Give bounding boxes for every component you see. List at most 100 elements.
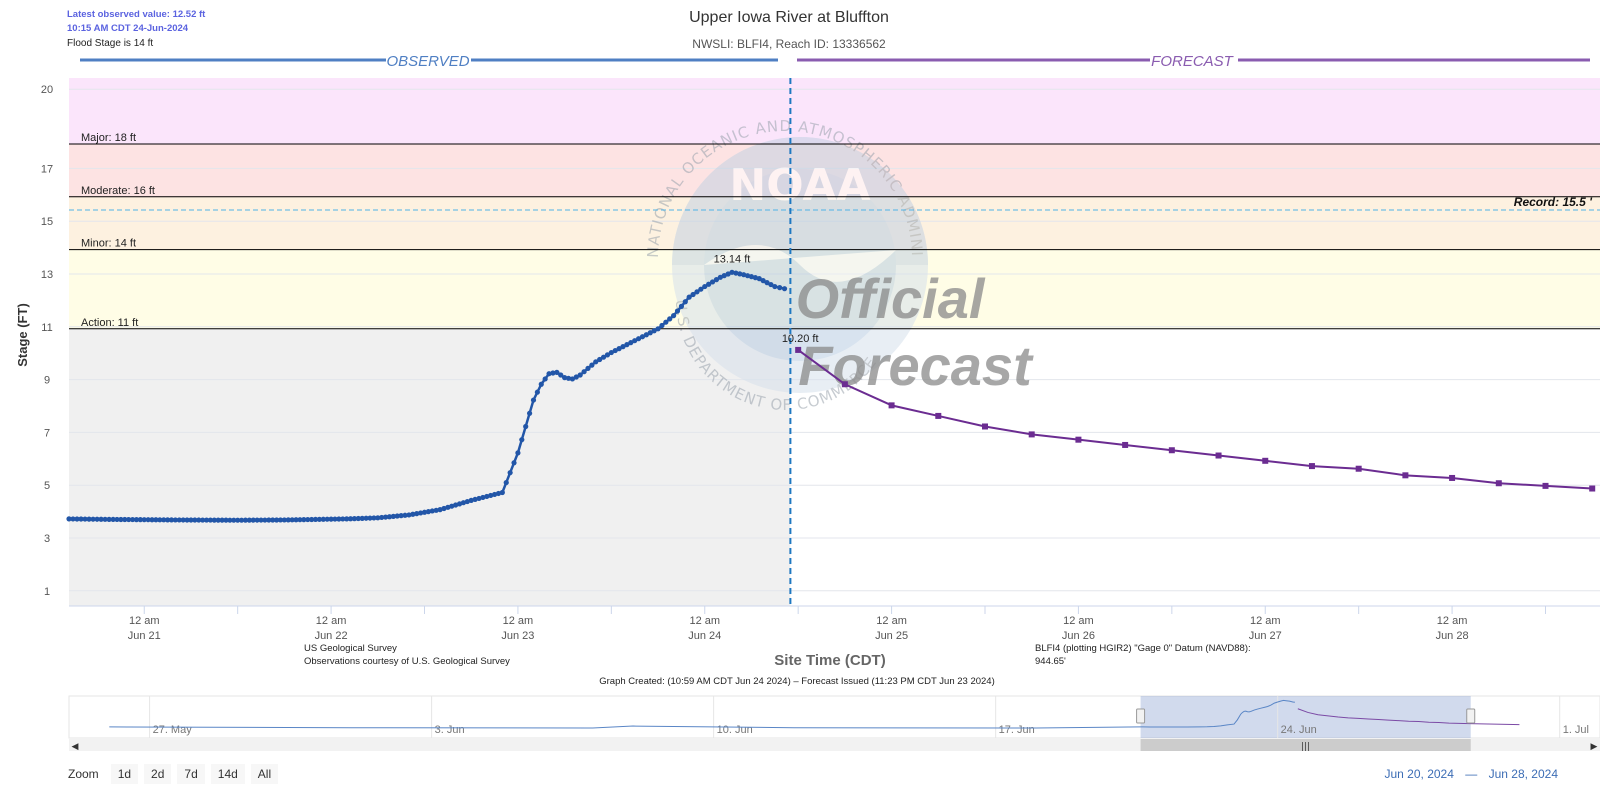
observed-point — [379, 514, 385, 521]
observed-point — [320, 516, 326, 522]
observed-point — [472, 496, 478, 503]
observed-point — [149, 517, 155, 523]
navigator-handle[interactable] — [1466, 708, 1476, 724]
chart-subtitle: NWSLI: BLFI4, Reach ID: 13336562 — [692, 37, 886, 51]
threshold-label: Action: 11 ft — [81, 317, 138, 329]
observed-point — [768, 281, 774, 288]
observed-point — [488, 492, 494, 499]
navigator-handle[interactable] — [1136, 708, 1146, 724]
observed-point — [94, 516, 100, 522]
observed-point — [90, 516, 96, 522]
observed-point — [569, 376, 576, 382]
zoom-1d-button[interactable]: 1d — [110, 764, 139, 784]
range-to[interactable]: Jun 28, 2024 — [1488, 767, 1558, 781]
observed-point — [781, 286, 788, 292]
observed-point — [597, 356, 603, 363]
observed-point — [674, 308, 681, 314]
observed-point — [756, 276, 762, 282]
observed-point — [122, 516, 128, 523]
observed-point — [725, 271, 731, 277]
scrollbar-thumb[interactable] — [1140, 739, 1471, 751]
observed-point — [172, 517, 178, 523]
observed-point — [534, 389, 540, 395]
observed-point — [137, 517, 143, 523]
observed-point — [530, 397, 537, 403]
observed-point — [367, 515, 373, 521]
forecast-point — [1449, 474, 1456, 481]
y-tick-label: 13 — [41, 269, 53, 281]
observed-point — [519, 437, 525, 443]
observed-point — [390, 513, 396, 519]
observed-point — [153, 517, 159, 523]
scroll-right-arrow-icon[interactable]: ▶ — [1591, 742, 1598, 752]
zoom-all-button[interactable]: All — [250, 764, 279, 784]
observed-point — [647, 330, 653, 336]
x-tick-label: Jun 23 — [501, 630, 534, 642]
observed-point — [748, 274, 755, 280]
observed-point — [737, 271, 743, 277]
observed-point — [507, 470, 513, 476]
observed-point — [157, 517, 163, 523]
observed-point — [336, 516, 342, 522]
zoom-14d-button[interactable]: 14d — [210, 764, 245, 784]
observed-point — [246, 517, 252, 523]
zoom-2d-button[interactable]: 2d — [144, 764, 172, 784]
observed-point — [709, 279, 716, 285]
x-tick-label: 12 am — [316, 615, 347, 627]
observed-point — [196, 517, 202, 523]
x-tick-label: Jun 26 — [1062, 630, 1095, 642]
observed-point — [344, 516, 350, 522]
observed-point — [231, 517, 237, 523]
range-separator: — — [1465, 767, 1478, 781]
navigator-background — [68, 695, 1600, 739]
range-from[interactable]: Jun 20, 2024 — [1384, 767, 1454, 781]
x-tick-label: 12 am — [129, 615, 160, 627]
observed-point — [593, 359, 599, 365]
y-tick-label: 17 — [41, 163, 53, 175]
x-tick-label: Jun 27 — [1249, 630, 1282, 642]
observed-point — [499, 489, 505, 496]
x-tick-label: Jun 22 — [315, 630, 348, 642]
y-tick-label: 11 — [41, 322, 52, 334]
observed-point — [301, 517, 307, 523]
observed-point — [515, 450, 521, 456]
navigator-label: 1. Jul — [1563, 724, 1589, 736]
observed-point — [418, 510, 424, 516]
observed-point — [223, 517, 229, 523]
observed-point — [371, 515, 377, 521]
x-tick-label: 12 am — [1250, 615, 1281, 627]
observed-point — [468, 497, 474, 503]
scroll-grip-icon: ||| — [1301, 742, 1310, 752]
zoom-7d-button[interactable]: 7d — [177, 764, 205, 784]
observed-point — [406, 512, 412, 518]
navigator[interactable]: 27. May 3. Jun 10. Jun 17. Jun 24. Jun 1. Jul… — [68, 695, 1600, 752]
noaa-logo-text: NOAA — [729, 160, 870, 211]
observed-point — [484, 493, 490, 500]
observed-point — [659, 322, 665, 329]
forecast-line — [797, 349, 1593, 490]
navigator-observed-line — [109, 699, 1295, 729]
observed-point — [554, 369, 560, 375]
observed-point — [273, 517, 280, 523]
y-tick-label: 15 — [41, 216, 53, 228]
observed-point — [585, 365, 591, 371]
forecast-point — [1028, 431, 1035, 438]
navigator-forecast-line — [1297, 708, 1520, 726]
observed-point — [733, 270, 739, 276]
x-tick-label: Jun 21 — [128, 630, 161, 642]
observed-point — [254, 517, 260, 523]
observed-point — [200, 517, 206, 523]
scroll-left-arrow-icon[interactable]: ◀ — [72, 742, 79, 752]
observed-point — [589, 362, 595, 368]
observed-point — [503, 479, 509, 486]
observed-point — [293, 517, 299, 523]
hydrograph-chart: Latest observed value: 12.52 ft 10:15 AM… — [0, 0, 1600, 752]
observed-point — [663, 319, 669, 325]
navigator-label: 10. Jun — [717, 724, 753, 736]
observed-point — [511, 460, 517, 466]
observed-point — [70, 516, 76, 522]
observed-point — [211, 517, 217, 523]
peak-label: 13.14 ft — [714, 253, 751, 265]
observed-point — [227, 517, 233, 523]
